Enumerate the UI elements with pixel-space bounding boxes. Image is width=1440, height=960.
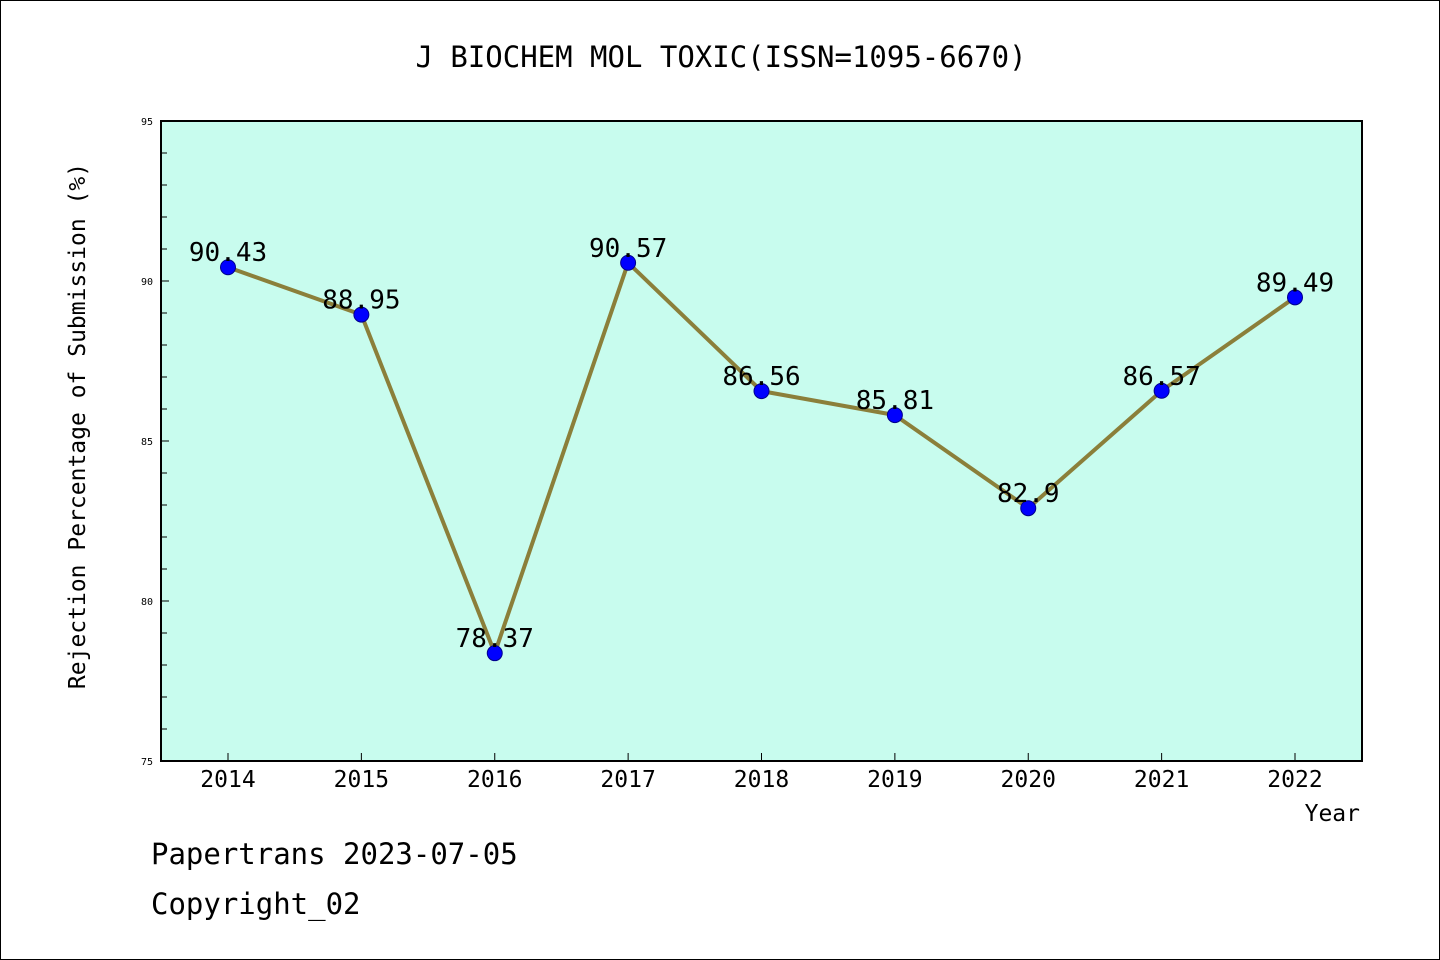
data-label: 89.49 — [1256, 268, 1334, 298]
y-tick-label: 95 — [141, 117, 153, 128]
data-label: 88.95 — [322, 286, 400, 316]
series-markers — [220, 254, 1303, 662]
data-label: 86.56 — [722, 362, 800, 392]
x-tick-label: 2016 — [467, 767, 522, 793]
x-tick-label: 2020 — [1001, 767, 1056, 793]
y-tick-label: 85 — [141, 437, 153, 448]
x-tick-label: 2015 — [334, 767, 389, 793]
data-point — [753, 383, 770, 400]
data-point — [353, 306, 370, 323]
x-tick-label: 2021 — [1134, 767, 1189, 793]
x-tick-label: 2018 — [734, 767, 789, 793]
y-axis-label: Rejection Percentage of Submission (%) — [65, 163, 91, 689]
x-tick-label: 2019 — [867, 767, 922, 793]
plot-area — [160, 120, 1363, 762]
x-axis: 2014 2015 2016 2017 2018 2019 2020 2021 2022 — [200, 753, 1323, 793]
data-point — [1153, 382, 1170, 399]
x-axis-label: Year — [1305, 801, 1360, 827]
data-label: 90.57 — [589, 234, 667, 264]
y-tick-label: 90 — [141, 277, 153, 288]
data-label: 78.37 — [456, 624, 534, 654]
x-tick-label: 2022 — [1267, 767, 1322, 793]
x-tick-label: 2017 — [600, 767, 655, 793]
data-point — [620, 254, 637, 271]
data-point — [486, 645, 503, 662]
data-point — [1287, 289, 1303, 306]
y-tick-label: 80 — [141, 597, 153, 608]
data-label: 82.9 — [997, 479, 1060, 509]
footer-date: Papertrans 2023-07-05 — [151, 837, 518, 871]
chart-title: J BIOCHEM MOL TOXIC(ISSN=1095-6670) — [415, 40, 1026, 74]
data-label: 86.57 — [1122, 362, 1200, 392]
data-point — [1020, 500, 1037, 517]
data-point — [220, 259, 236, 276]
footer-copyright: Copyright_02 — [151, 887, 361, 921]
data-label: 85.81 — [856, 386, 934, 416]
data-point — [886, 407, 903, 424]
y-tick-label: 75 — [141, 757, 153, 768]
data-labels: 90.43 88.95 78.37 90.57 86.56 85.81 82.9 86.57 8… — [189, 234, 1334, 654]
data-label: 90.43 — [189, 238, 267, 268]
y-axis: 75 80 85 90 95 — [141, 117, 169, 768]
x-tick-label: 2014 — [200, 767, 255, 793]
